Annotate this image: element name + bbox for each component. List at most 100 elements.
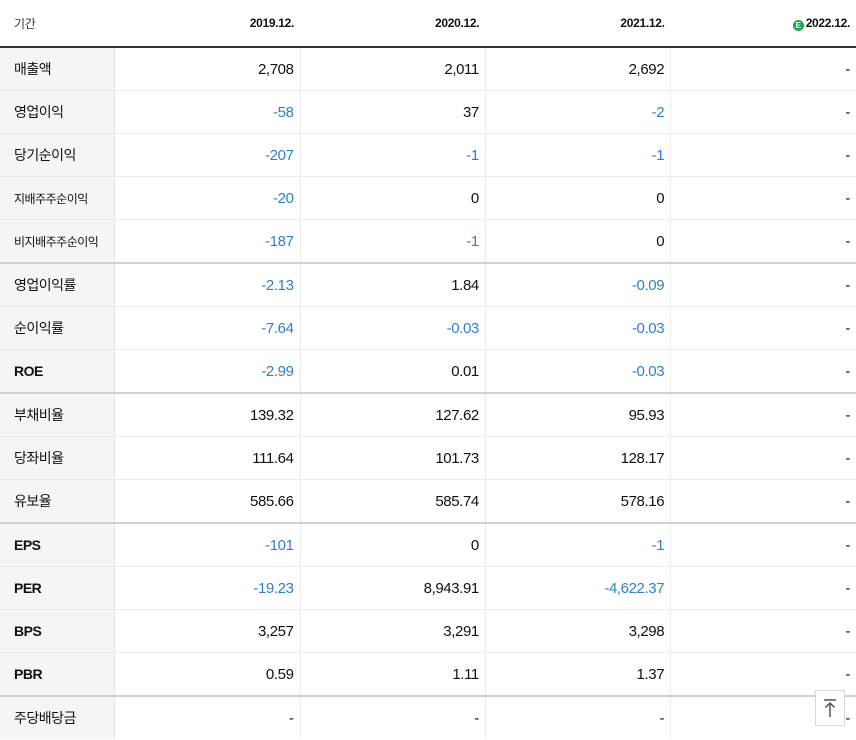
table-row: 지배주주순이익 -20 0 0 -	[0, 176, 856, 220]
cell-value: -	[114, 695, 301, 739]
cell-value: 3,257	[114, 609, 301, 653]
cell-value: 1.37	[484, 652, 671, 697]
cell-value: 3,291	[299, 609, 486, 653]
cell-value: 1.84	[299, 262, 486, 307]
year-header-2019: 2019.12.	[114, 0, 301, 48]
cell-value: 2,692	[484, 47, 671, 91]
cell-value: 0	[299, 176, 486, 220]
row-label: 유보율	[0, 479, 116, 524]
row-label: EPS	[0, 522, 116, 567]
cell-value: 0	[299, 522, 486, 567]
table-row: 매출액 2,708 2,011 2,692 -	[0, 47, 856, 91]
cell-value: 139.32	[114, 392, 301, 437]
row-label: 당좌비율	[0, 436, 116, 480]
cell-value: 585.66	[114, 479, 301, 524]
row-label: PBR	[0, 652, 116, 697]
cell-value: -1	[299, 133, 486, 177]
cell-value: 101.73	[299, 436, 486, 480]
row-label: 영업이익	[0, 90, 116, 134]
cell-value: 578.16	[484, 479, 671, 524]
table-row: 유보율 585.66 585.74 578.16 -	[0, 479, 856, 524]
cell-value: -2.13	[114, 262, 301, 307]
year-header-2022-label: 2022.12.	[805, 15, 851, 30]
cell-value: -	[670, 479, 856, 524]
table-row: ROE -2.99 0.01 -0.03 -	[0, 349, 856, 394]
year-header-2020: 2020.12.	[300, 0, 486, 48]
table-row: 당기순이익 -207 -1 -1 -	[0, 133, 856, 177]
year-header-2021: 2021.12.	[485, 0, 671, 48]
table-row: 비지배주주순이익 -187 -1 0 -	[0, 219, 856, 264]
cell-value: 2,708	[114, 47, 301, 91]
row-label: 지배주주순이익	[0, 176, 116, 220]
row-label: 매출액	[0, 47, 116, 91]
row-label: 부채비율	[0, 392, 116, 437]
cell-value: 1.11	[299, 652, 486, 697]
row-label: 순이익률	[0, 306, 116, 350]
row-label: ROE	[0, 349, 116, 394]
cell-value: -	[670, 219, 856, 264]
cell-value: -	[670, 90, 856, 134]
cell-value: 128.17	[484, 436, 671, 480]
arrow-up-to-line-icon	[824, 699, 836, 717]
cell-value: -58	[114, 90, 301, 134]
cell-value: -	[670, 306, 856, 350]
estimate-badge-icon: E	[792, 19, 804, 31]
cell-value: -	[670, 652, 856, 697]
cell-value: 37	[299, 90, 486, 134]
cell-value: -1	[484, 133, 671, 177]
row-label: BPS	[0, 609, 116, 653]
row-label: 주당배당금	[0, 695, 116, 739]
cell-value: 585.74	[299, 479, 486, 524]
year-header-2022-estimate: E 2022.12.	[670, 0, 856, 48]
table-row: 순이익률 -7.64 -0.03 -0.03 -	[0, 306, 856, 350]
cell-value: -	[670, 47, 856, 91]
cell-value: -4,622.37	[484, 566, 671, 610]
cell-value: 127.62	[299, 392, 486, 437]
cell-value: 95.93	[484, 392, 671, 437]
cell-value: -187	[114, 219, 301, 264]
table-row: 영업이익 -58 37 -2 -	[0, 90, 856, 134]
cell-value: -207	[114, 133, 301, 177]
cell-value: -	[670, 176, 856, 220]
row-label: 영업이익률	[0, 262, 116, 307]
cell-value: 0	[484, 219, 671, 264]
table-row: BPS 3,257 3,291 3,298 -	[0, 609, 856, 653]
cell-value: 0.59	[114, 652, 301, 697]
cell-value: -7.64	[114, 306, 301, 350]
scroll-to-top-button[interactable]	[815, 690, 845, 726]
cell-value: -	[670, 392, 856, 437]
cell-value: -	[484, 695, 671, 739]
cell-value: -	[670, 522, 856, 567]
cell-value: -20	[114, 176, 301, 220]
table-row: 주당배당금 - - - -	[0, 695, 856, 739]
cell-value: -1	[484, 522, 671, 567]
row-label: 당기순이익	[0, 133, 116, 177]
cell-value: 8,943.91	[299, 566, 486, 610]
cell-value: -	[670, 349, 856, 394]
cell-value: -	[670, 609, 856, 653]
table-row: 영업이익률 -2.13 1.84 -0.09 -	[0, 262, 856, 307]
row-label: PER	[0, 566, 116, 610]
cell-value: 111.64	[114, 436, 301, 480]
table-row: 부채비율 139.32 127.62 95.93 -	[0, 392, 856, 437]
row-label: 비지배주주순이익	[0, 219, 116, 264]
cell-value: -	[299, 695, 486, 739]
table-row: PER -19.23 8,943.91 -4,622.37 -	[0, 566, 856, 610]
cell-value: -	[670, 436, 856, 480]
cell-value: -2	[484, 90, 671, 134]
cell-value: -	[670, 566, 856, 610]
table-row: EPS -101 0 -1 -	[0, 522, 856, 567]
cell-value: -0.03	[484, 349, 671, 394]
cell-value: 0	[484, 176, 671, 220]
cell-value: -1	[299, 219, 486, 264]
cell-value: 2,011	[299, 47, 486, 91]
cell-value: -0.03	[299, 306, 486, 350]
cell-value: 3,298	[484, 609, 671, 653]
cell-value: -0.03	[484, 306, 671, 350]
table-row: 당좌비율 111.64 101.73 128.17 -	[0, 436, 856, 480]
cell-value: -0.09	[484, 262, 671, 307]
cell-value: 0.01	[299, 349, 486, 394]
cell-value: -101	[114, 522, 301, 567]
table-header-row: 기간 2019.12. 2020.12. 2021.12. E 2022.12.	[0, 0, 856, 48]
